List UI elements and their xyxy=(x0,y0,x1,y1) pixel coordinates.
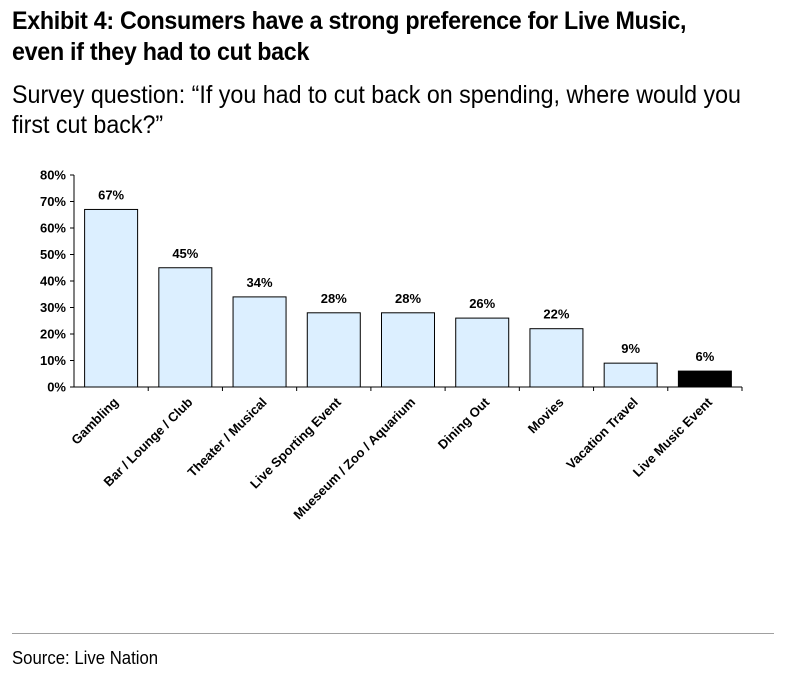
y-tick-label: 10% xyxy=(40,353,66,368)
x-category-label: Vacation Travel xyxy=(563,395,641,473)
x-category-label: Gambling xyxy=(68,394,121,447)
bar xyxy=(677,370,732,388)
x-category-label: Dining Out xyxy=(435,394,493,452)
x-category-label: Theater / Musical xyxy=(184,395,269,480)
x-category-label: Mueseum / Zoo / Aquarium xyxy=(290,395,418,523)
bar xyxy=(232,296,287,388)
chart-title: Exhibit 4: Consumers have a strong prefe… xyxy=(12,7,687,66)
data-label: 9% xyxy=(621,341,640,356)
y-tick-label: 20% xyxy=(40,327,66,342)
data-label: 28% xyxy=(321,291,347,306)
bar xyxy=(306,312,361,388)
bar-chart: 0% 10% 20% 30% 40% 50% 60% 70% 80% 67% 45% 34% 28% 2… xyxy=(40,168,743,523)
y-tick-label: 70% xyxy=(40,194,66,209)
y-tick-label: 30% xyxy=(40,300,66,315)
y-tick-label: 80% xyxy=(40,168,66,183)
y-axis: 0% 10% 20% 30% 40% 50% 60% 70% 80% xyxy=(40,168,75,395)
x-category-label: Movies xyxy=(525,395,567,437)
bar xyxy=(158,267,213,388)
bar xyxy=(381,312,435,388)
y-tick-label: 50% xyxy=(40,247,66,262)
data-label: 26% xyxy=(469,296,495,311)
bar xyxy=(529,328,584,388)
bar xyxy=(603,362,658,388)
x-category-label: Live Music Event xyxy=(630,394,716,480)
y-tick-label: 60% xyxy=(40,221,66,236)
data-label: 67% xyxy=(98,187,124,202)
data-label: 6% xyxy=(695,349,714,364)
source-note: Source: Live Nation xyxy=(12,648,159,668)
data-label: 28% xyxy=(395,291,421,306)
footer-divider xyxy=(12,633,774,634)
data-label: 45% xyxy=(172,246,198,261)
chart-subtitle: Survey question: “If you had to cut back… xyxy=(12,81,741,139)
data-labels-group: 67% 45% 34% 28% 28% 26% 22% 9% 6% xyxy=(98,187,715,364)
data-label: 34% xyxy=(247,275,273,290)
bar xyxy=(84,208,139,388)
data-label: 22% xyxy=(543,307,569,322)
y-tick-label: 0% xyxy=(47,380,66,395)
bar xyxy=(455,317,510,388)
y-tick-label: 40% xyxy=(40,274,66,289)
